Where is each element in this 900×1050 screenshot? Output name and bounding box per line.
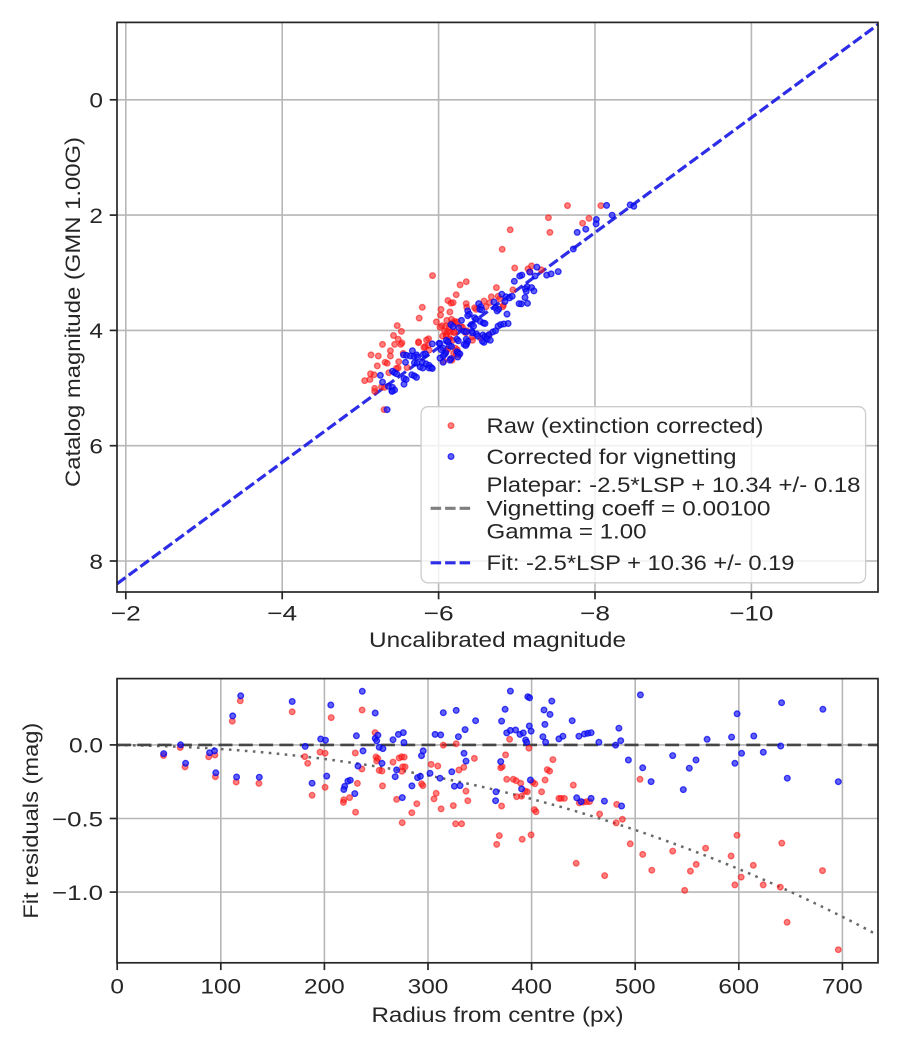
svg-text:−6: −6 <box>424 602 454 626</box>
svg-text:Radius from centre (px): Radius from centre (px) <box>372 1003 624 1027</box>
svg-text:Raw (extinction corrected): Raw (extinction corrected) <box>487 414 764 438</box>
svg-text:2: 2 <box>89 204 103 228</box>
svg-text:Fit: -2.5*LSP + 10.36 +/- 0.19: Fit: -2.5*LSP + 10.36 +/- 0.19 <box>487 551 795 575</box>
svg-text:−2: −2 <box>111 602 141 626</box>
svg-text:4: 4 <box>89 319 103 343</box>
svg-text:8: 8 <box>89 550 103 574</box>
svg-text:6: 6 <box>89 435 103 459</box>
svg-text:Corrected for vignetting: Corrected for vignetting <box>487 445 737 469</box>
svg-text:0: 0 <box>110 975 124 999</box>
svg-text:600: 600 <box>718 975 759 999</box>
svg-text:Uncalibrated magnitude: Uncalibrated magnitude <box>369 628 626 652</box>
svg-text:−1.0: −1.0 <box>52 881 103 905</box>
svg-text:700: 700 <box>822 975 863 999</box>
svg-text:200: 200 <box>304 975 345 999</box>
svg-text:−0.5: −0.5 <box>52 807 103 831</box>
svg-text:Vignetting coeff = 0.00100: Vignetting coeff = 0.00100 <box>487 496 771 520</box>
svg-text:−4: −4 <box>267 602 297 626</box>
svg-text:Platepar: -2.5*LSP + 10.34 +/-: Platepar: -2.5*LSP + 10.34 +/- 0.18 <box>487 473 861 497</box>
svg-text:500: 500 <box>615 975 656 999</box>
svg-text:−8: −8 <box>580 602 610 626</box>
svg-text:0.0: 0.0 <box>69 734 103 758</box>
svg-text:−10: −10 <box>729 602 773 626</box>
svg-text:300: 300 <box>408 975 449 999</box>
svg-text:Catalog magnitude (GMN 1.00G): Catalog magnitude (GMN 1.00G) <box>61 137 85 487</box>
svg-text:0: 0 <box>89 89 103 113</box>
svg-text:400: 400 <box>511 975 552 999</box>
svg-text:100: 100 <box>200 975 241 999</box>
svg-text:Gamma = 1.00: Gamma = 1.00 <box>487 520 647 544</box>
svg-text:Fit residuals (mag): Fit residuals (mag) <box>19 723 43 919</box>
